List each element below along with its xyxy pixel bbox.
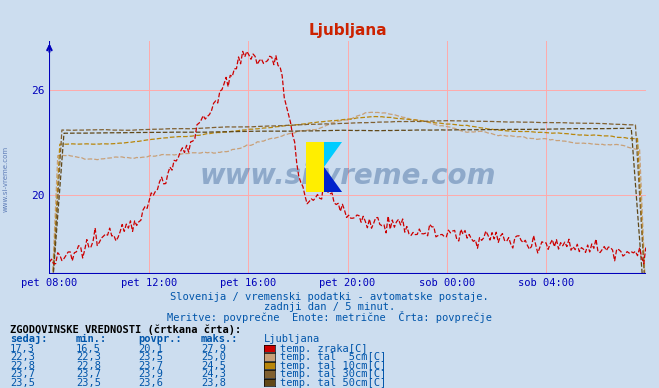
Text: maks.:: maks.: xyxy=(201,334,239,344)
Text: sedaj:: sedaj: xyxy=(10,333,47,344)
Text: temp. zraka[C]: temp. zraka[C] xyxy=(280,343,368,353)
Text: 23,5: 23,5 xyxy=(138,352,163,362)
Text: 16,5: 16,5 xyxy=(76,343,101,353)
Text: 22,3: 22,3 xyxy=(76,352,101,362)
Text: Ljubljana: Ljubljana xyxy=(264,334,320,344)
Text: 23,8: 23,8 xyxy=(201,378,226,388)
Title: Ljubljana: Ljubljana xyxy=(308,23,387,38)
Text: povpr.:: povpr.: xyxy=(138,334,182,344)
Text: 20,1: 20,1 xyxy=(138,343,163,353)
Text: ZGODOVINSKE VREDNOSTI (črtkana črta):: ZGODOVINSKE VREDNOSTI (črtkana črta): xyxy=(10,324,241,335)
Text: temp. tal 50cm[C]: temp. tal 50cm[C] xyxy=(280,378,386,388)
Text: 24,5: 24,5 xyxy=(201,360,226,371)
Text: www.si-vreme.com: www.si-vreme.com xyxy=(200,162,496,190)
Text: 23,9: 23,9 xyxy=(138,369,163,379)
Text: 22,3: 22,3 xyxy=(10,352,35,362)
Text: temp. tal 10cm[C]: temp. tal 10cm[C] xyxy=(280,360,386,371)
Text: 23,5: 23,5 xyxy=(10,378,35,388)
Polygon shape xyxy=(306,142,324,192)
Text: Slovenija / vremenski podatki - avtomatske postaje.: Slovenija / vremenski podatki - avtomats… xyxy=(170,291,489,301)
Polygon shape xyxy=(324,142,342,167)
Text: 24,3: 24,3 xyxy=(201,369,226,379)
Text: min.:: min.: xyxy=(76,334,107,344)
Text: zadnji dan / 5 minut.: zadnji dan / 5 minut. xyxy=(264,302,395,312)
Text: temp. tal 30cm[C]: temp. tal 30cm[C] xyxy=(280,369,386,379)
Polygon shape xyxy=(324,167,342,192)
Text: 23,7: 23,7 xyxy=(76,369,101,379)
Text: 23,7: 23,7 xyxy=(138,360,163,371)
Text: Meritve: povprečne  Enote: metrične  Črta: povprečje: Meritve: povprečne Enote: metrične Črta:… xyxy=(167,311,492,323)
Text: 23,6: 23,6 xyxy=(138,378,163,388)
Text: temp. tal  5cm[C]: temp. tal 5cm[C] xyxy=(280,352,386,362)
Text: www.si-vreme.com: www.si-vreme.com xyxy=(2,146,9,211)
Text: 22,8: 22,8 xyxy=(10,360,35,371)
Text: 23,7: 23,7 xyxy=(10,369,35,379)
Text: 25,0: 25,0 xyxy=(201,352,226,362)
Text: 27,9: 27,9 xyxy=(201,343,226,353)
Text: 23,5: 23,5 xyxy=(76,378,101,388)
Text: 17,3: 17,3 xyxy=(10,343,35,353)
Text: 22,8: 22,8 xyxy=(76,360,101,371)
